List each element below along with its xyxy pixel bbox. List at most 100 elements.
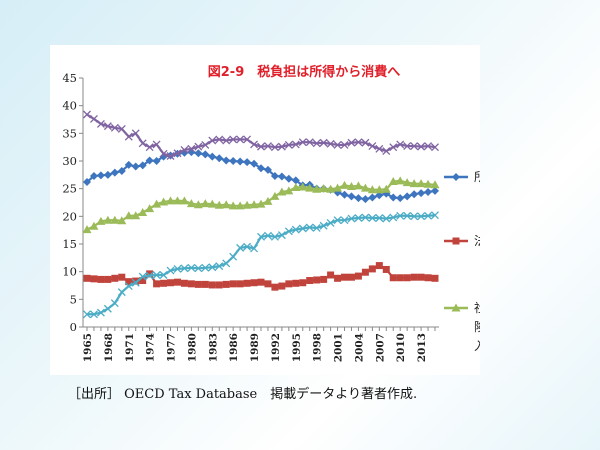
data-point — [375, 144, 384, 153]
x-tick-label: 1995 — [291, 333, 303, 362]
data-point — [277, 142, 286, 151]
data-point — [396, 140, 405, 149]
data-point — [131, 278, 140, 287]
data-point — [138, 207, 148, 216]
series-5 — [83, 110, 439, 160]
data-point — [374, 185, 384, 194]
data-point — [201, 280, 209, 288]
series-3 — [82, 176, 440, 234]
data-point — [103, 215, 113, 224]
data-point — [306, 277, 314, 285]
data-point — [90, 275, 98, 283]
legend-marker — [452, 237, 460, 245]
data-point — [305, 183, 315, 192]
data-point — [250, 244, 258, 253]
data-point — [326, 219, 335, 227]
data-point — [431, 143, 439, 152]
legend-item-2: 法人税 — [444, 234, 480, 248]
data-point — [117, 166, 126, 175]
data-point — [285, 280, 293, 288]
data-point — [319, 184, 329, 193]
data-point — [326, 139, 335, 148]
data-point — [201, 263, 210, 272]
series-line — [86, 113, 436, 158]
data-point — [243, 242, 252, 251]
data-point — [256, 199, 266, 208]
data-point — [319, 221, 328, 230]
data-point — [278, 282, 286, 290]
data-point — [207, 199, 217, 208]
x-tick-label: 1989 — [249, 333, 261, 362]
data-point — [118, 273, 126, 281]
data-point — [96, 171, 105, 180]
data-point — [409, 179, 419, 188]
data-point — [270, 143, 279, 152]
data-point — [214, 200, 224, 209]
data-point — [375, 262, 383, 270]
data-point — [103, 170, 112, 179]
data-point — [305, 223, 314, 232]
data-point — [424, 142, 432, 151]
data-point — [139, 277, 147, 285]
data-point — [417, 273, 425, 281]
data-point — [417, 142, 426, 151]
data-point — [173, 278, 181, 286]
source-note: ［出所］ OECD Tax Database 掲載データより著者作成. — [68, 387, 418, 402]
data-point — [159, 197, 169, 206]
data-point — [208, 281, 216, 289]
data-point — [410, 190, 419, 199]
data-point — [381, 184, 391, 193]
data-point — [125, 278, 133, 286]
data-point — [264, 142, 272, 151]
data-point — [382, 265, 390, 273]
data-point — [215, 262, 224, 271]
data-point — [361, 195, 370, 204]
data-point — [124, 160, 133, 169]
data-point — [312, 184, 322, 193]
data-point — [194, 280, 202, 288]
data-point — [138, 161, 147, 170]
x-tick-label: 1980 — [186, 333, 198, 362]
data-point — [89, 171, 98, 180]
data-point — [382, 214, 391, 223]
data-point — [200, 199, 210, 208]
data-point — [83, 110, 91, 119]
data-point — [340, 190, 349, 199]
data-point — [97, 275, 105, 283]
data-point — [402, 178, 412, 187]
data-point — [117, 124, 126, 133]
data-point — [299, 279, 307, 287]
data-point — [208, 136, 217, 145]
data-point — [222, 259, 231, 268]
data-point — [346, 181, 356, 190]
data-point — [103, 122, 112, 131]
series-1 — [83, 148, 439, 204]
data-point — [354, 194, 363, 203]
data-point — [96, 216, 106, 225]
data-point — [236, 135, 245, 144]
data-point — [250, 279, 258, 287]
data-point — [257, 232, 265, 241]
data-point — [208, 152, 217, 161]
data-point — [263, 165, 272, 174]
data-point — [431, 274, 439, 282]
data-point — [375, 214, 384, 222]
data-point — [430, 180, 440, 189]
data-point — [242, 200, 252, 209]
data-point — [277, 187, 287, 196]
data-point — [229, 157, 238, 165]
x-tick-label: 2010 — [395, 333, 407, 362]
data-point — [417, 212, 426, 221]
y-tick-label: 20 — [62, 209, 77, 223]
data-point — [284, 186, 294, 195]
data-point — [180, 145, 189, 154]
data-point — [368, 265, 376, 273]
data-point — [180, 264, 189, 273]
data-point — [221, 200, 231, 209]
data-point — [229, 252, 238, 261]
data-point — [187, 144, 196, 153]
data-point — [138, 139, 147, 148]
data-point — [173, 264, 182, 273]
data-point — [145, 143, 154, 152]
data-point — [173, 149, 182, 158]
